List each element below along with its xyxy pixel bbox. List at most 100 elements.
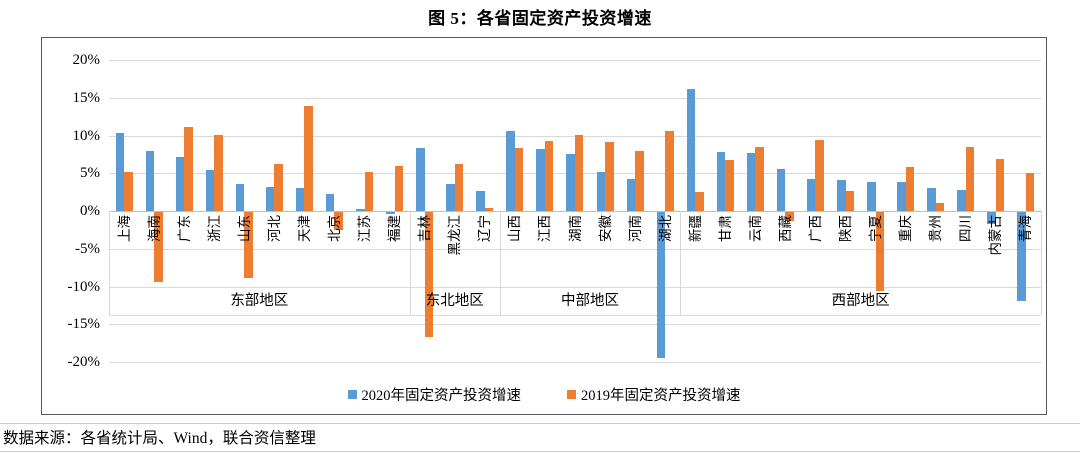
bar-2019 xyxy=(785,212,794,222)
y-axis-tick-label: -20% xyxy=(67,354,101,370)
category-band-separator xyxy=(109,286,1041,288)
bar-2019 xyxy=(725,160,734,211)
gridline xyxy=(109,324,1041,326)
bar-2020 xyxy=(205,170,215,211)
region-separator-line xyxy=(1041,211,1042,315)
bar-2019 xyxy=(274,164,283,211)
bar-2020 xyxy=(446,183,455,211)
bar-2019 xyxy=(1025,173,1035,211)
bar-2019 xyxy=(905,167,915,211)
bar-2020 xyxy=(957,189,966,211)
region-label: 中部地区 xyxy=(561,293,620,309)
bar-2020 xyxy=(897,181,906,211)
bar-2019 xyxy=(605,142,614,211)
bar-2020 xyxy=(175,156,185,211)
bar-2019 xyxy=(304,106,313,211)
y-axis-tick-label: 20% xyxy=(72,52,101,68)
bar-2020 xyxy=(145,150,155,211)
bar-2019 xyxy=(995,158,1005,211)
bar-2019 xyxy=(184,127,193,211)
province-label: 甘肃 xyxy=(717,215,733,242)
y-axis-tick-label: 5% xyxy=(80,165,100,182)
bar-2019 xyxy=(875,212,885,292)
y-axis-tick-label: 10% xyxy=(72,127,101,144)
province-label: 北京 xyxy=(326,215,342,242)
bar-2020 xyxy=(536,149,545,211)
gridline xyxy=(109,97,1041,99)
bar-2019 xyxy=(424,212,434,338)
legend-swatch-2019 xyxy=(567,389,576,399)
zero-gridline xyxy=(109,211,1041,212)
province-label: 陕西 xyxy=(838,215,854,242)
province-label: 山西 xyxy=(507,215,523,242)
bar-2019 xyxy=(574,134,584,211)
bar-2020 xyxy=(867,181,876,211)
province-label: 青海 xyxy=(1018,215,1034,242)
y-axis-tick-label: -10% xyxy=(67,278,101,295)
figure-title: 图 5：各省固定资产投资增速 xyxy=(428,9,652,28)
region-separator-line xyxy=(409,211,411,315)
chart-legend: 2020年固定资产投资增速 2019年固定资产投资增速 xyxy=(42,384,1046,404)
bar-2019 xyxy=(244,212,253,278)
bar-2019 xyxy=(334,212,343,231)
province-label: 湖南 xyxy=(567,215,583,242)
gridline xyxy=(109,362,1041,363)
bar-2020 xyxy=(806,179,816,211)
bar-2020 xyxy=(987,212,996,225)
bar-2020 xyxy=(325,194,335,211)
bar-2020 xyxy=(626,178,636,211)
province-label: 上海 xyxy=(116,215,132,242)
chart-box: 20% 15% 10% 5% 0% -5% -10% -15% -20% 上海 海南 广东 浙江 山东 河北… xyxy=(41,37,1047,415)
legend-entry-2020: 2020年固定资产投资增速 xyxy=(347,384,522,405)
bar-2019 xyxy=(214,134,223,211)
gridline xyxy=(109,248,1041,250)
bar-2019 xyxy=(124,172,133,211)
y-axis-tick-label: 0% xyxy=(80,203,100,219)
bar-2019 xyxy=(364,172,374,211)
province-label: 安徽 xyxy=(597,215,613,242)
bar-2019 xyxy=(755,146,764,211)
gridline xyxy=(109,60,1041,61)
province-label: 天津 xyxy=(296,215,312,242)
bar-2020 xyxy=(746,152,756,211)
bar-2020 xyxy=(235,183,245,211)
bar-2020 xyxy=(716,152,726,211)
province-label: 江苏 xyxy=(357,215,373,242)
plot-area: 20% 15% 10% 5% 0% -5% -10% -15% -20% 上海 海南 广东 浙江 山东 河北… xyxy=(42,38,1046,414)
y-axis-tick-label: -5% xyxy=(75,240,100,257)
bar-2020 xyxy=(295,188,305,211)
province-label: 贵州 xyxy=(928,215,944,242)
divider-bottom xyxy=(0,451,1080,452)
bar-2020 xyxy=(686,88,696,211)
province-label: 重庆 xyxy=(898,215,914,242)
legend-swatch-2020 xyxy=(347,389,357,399)
category-band-bottom-line xyxy=(109,315,1041,316)
legend-entry-2019: 2019年固定资产投资增速 xyxy=(567,384,741,405)
province-label: 云南 xyxy=(747,215,763,242)
province-label: 西藏 xyxy=(777,215,793,242)
province-label: 广西 xyxy=(808,215,824,242)
region-separator-line xyxy=(680,211,682,315)
province-label: 河北 xyxy=(266,215,282,242)
bar-2019 xyxy=(695,192,704,211)
bar-2020 xyxy=(927,187,936,211)
bar-2019 xyxy=(815,140,824,211)
bar-2020 xyxy=(837,180,846,211)
bar-2020 xyxy=(506,130,515,211)
province-label: 广东 xyxy=(176,215,192,242)
bar-2020 xyxy=(265,186,275,211)
bar-2019 xyxy=(154,212,163,283)
bar-2019 xyxy=(635,150,644,211)
province-label: 新疆 xyxy=(687,215,703,242)
bar-2020 xyxy=(476,191,485,211)
province-label: 浙江 xyxy=(206,215,222,242)
region-label: 东部地区 xyxy=(230,293,289,309)
divider-top xyxy=(0,423,1080,424)
bar-2020 xyxy=(356,208,365,211)
legend-label-2020: 2020年固定资产投资增速 xyxy=(361,387,522,404)
bar-2019 xyxy=(454,164,464,211)
region-separator-line xyxy=(499,211,501,315)
y-axis-tick-label: -15% xyxy=(67,316,101,333)
province-label: 宁夏 xyxy=(868,215,884,242)
